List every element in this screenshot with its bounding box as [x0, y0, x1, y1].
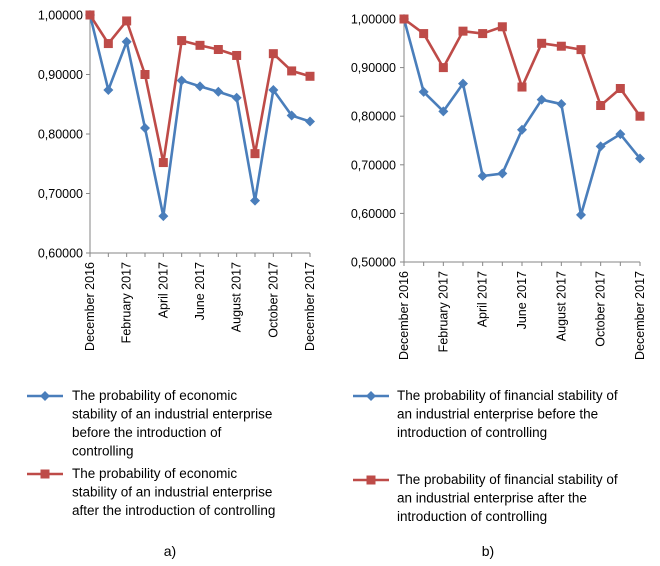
- series-2-point: [556, 41, 566, 51]
- series-2-point: [213, 45, 223, 55]
- y-tick-label: 0,80000: [38, 128, 83, 142]
- series-1-point: [250, 195, 260, 206]
- series-2-point: [596, 101, 606, 111]
- series-2-point: [438, 63, 448, 73]
- series-2-point: [268, 49, 278, 59]
- series-1-point: [213, 86, 224, 97]
- legend-2-marker: [40, 469, 50, 479]
- series-1-point: [615, 129, 626, 140]
- legend-1-label: The probability of financial stability o…: [397, 388, 618, 440]
- series-1-point: [477, 170, 488, 181]
- series-1-line: [402, 18, 642, 217]
- x-tick-label: April 2017: [156, 262, 170, 318]
- y-tick-label: 0,70000: [351, 158, 396, 172]
- series-1-point: [438, 106, 449, 117]
- y-tick-label: 0,80000: [351, 110, 396, 124]
- x-tick-label: October 2017: [266, 262, 280, 338]
- legend-1-marker: [40, 391, 50, 401]
- series-2-point: [537, 38, 547, 48]
- y-tick-label: 0,60000: [351, 207, 396, 221]
- y-tick-label: 0,50000: [351, 256, 396, 270]
- series-2-point: [195, 40, 205, 50]
- y-tick-label: 0,90000: [38, 68, 83, 82]
- series-2-point: [250, 149, 260, 159]
- y-tick-label: 0,60000: [38, 247, 83, 261]
- legend-2-label: The probability of economic stability of …: [72, 466, 275, 518]
- x-tick-label: December 2017: [303, 262, 317, 351]
- y-tick-label: 1,00000: [351, 13, 396, 27]
- x-tick-label: February 2017: [436, 271, 450, 352]
- series-1-point: [231, 92, 242, 103]
- series-1-point: [536, 94, 547, 105]
- legend-1-label: The probability of economic stability of …: [72, 388, 272, 459]
- series-1-point: [158, 211, 169, 222]
- x-tick-label: December 2016: [83, 262, 97, 351]
- legend-1-marker: [366, 391, 376, 401]
- series-2-point: [158, 158, 168, 168]
- series-2-point: [287, 66, 297, 76]
- series-2-point: [122, 16, 132, 26]
- series-2-point: [103, 39, 113, 49]
- series-1-point: [418, 86, 429, 97]
- series-1-point: [458, 78, 468, 89]
- x-tick-label: December 2016: [397, 271, 411, 360]
- y-tick-label: 0,90000: [351, 61, 396, 75]
- series-1-point: [305, 116, 315, 127]
- series-2-point: [478, 29, 488, 39]
- series-2-point: [458, 26, 468, 36]
- x-tick-label: October 2017: [594, 271, 608, 347]
- series-1-point: [556, 99, 567, 110]
- x-tick-label: August 2017: [554, 271, 568, 341]
- series-1-point: [576, 209, 586, 220]
- legend-2-label: The probability of financial stability o…: [397, 472, 618, 524]
- series-2-point: [497, 22, 507, 32]
- series-2-point: [635, 111, 645, 121]
- series-2-point: [419, 29, 429, 39]
- y-tick-label: 0,70000: [38, 187, 83, 201]
- y-tick-label: 1,00000: [38, 9, 83, 23]
- x-tick-label: February 2017: [120, 262, 134, 343]
- legend-2-marker: [366, 475, 376, 485]
- series-2-point: [517, 82, 527, 92]
- series-2-point: [232, 50, 242, 60]
- series-2-point: [399, 14, 409, 24]
- series-1-point: [635, 153, 645, 164]
- series-1-point: [517, 124, 527, 135]
- series-1-point: [176, 75, 187, 86]
- series-2-point: [85, 10, 95, 20]
- chart-caption: b): [482, 543, 494, 559]
- series-1-point: [140, 123, 150, 134]
- series-1-point: [497, 168, 508, 179]
- series-1-point: [286, 110, 297, 121]
- series-2-point: [305, 71, 315, 81]
- series-1-point: [121, 36, 132, 47]
- series-1-point: [595, 141, 606, 152]
- series-1-point: [103, 84, 114, 95]
- chart-caption: a): [164, 543, 176, 559]
- x-tick-label: June 2017: [515, 271, 529, 329]
- series-1-point: [195, 81, 205, 92]
- series-1-point: [268, 84, 279, 95]
- series-2-point: [140, 70, 150, 79]
- series-2-point: [576, 45, 586, 55]
- series-2-point: [177, 36, 187, 46]
- series-2-point: [615, 83, 625, 93]
- x-tick-label: April 2017: [476, 271, 490, 327]
- chart-a: 0,60000 0,70000 0,80000 0,90000 1,00000 Decem…: [27, 9, 317, 559]
- x-tick-label: June 2017: [193, 262, 207, 320]
- chart-b: 0,50000 0,60000 0,70000 0,80000 0,90000 1,000…: [351, 13, 647, 560]
- x-tick-label: August 2017: [230, 262, 244, 332]
- x-tick-label: December 2017: [633, 271, 647, 360]
